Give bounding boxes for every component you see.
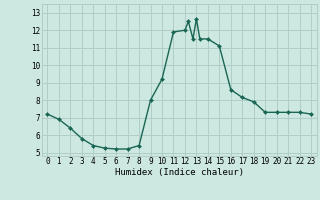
X-axis label: Humidex (Indice chaleur): Humidex (Indice chaleur) <box>115 168 244 177</box>
